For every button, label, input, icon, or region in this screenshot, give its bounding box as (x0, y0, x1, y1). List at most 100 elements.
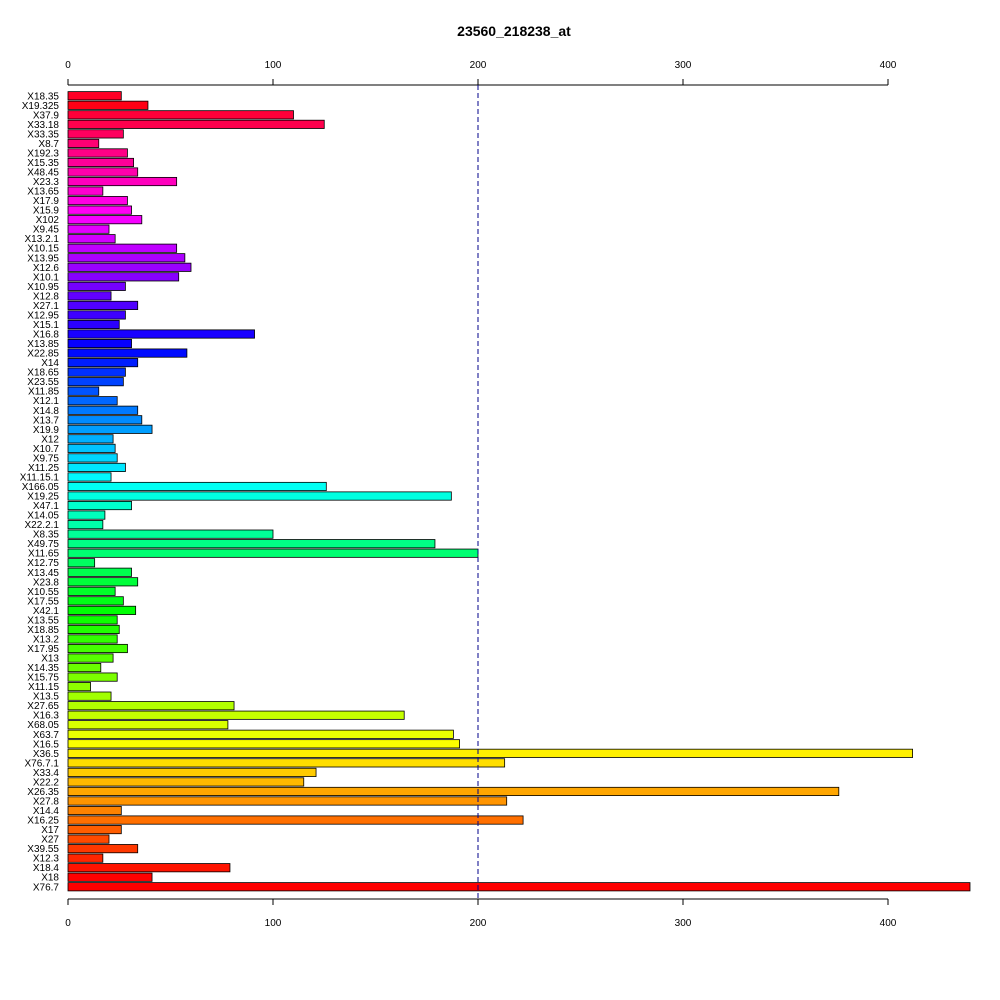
bar (67, 91, 122, 101)
category-label: X76.7 (33, 882, 60, 893)
top-axis-tick-label: 100 (265, 60, 282, 71)
category-label: X18.4 (33, 863, 60, 874)
category-label: X14.4 (33, 806, 60, 817)
bar (67, 529, 274, 539)
bar (67, 434, 114, 444)
bar (67, 701, 235, 711)
category-label: X15.1 (33, 320, 60, 331)
bar (67, 567, 132, 577)
bar (67, 577, 139, 587)
bar (67, 634, 118, 644)
bar (67, 377, 124, 387)
bar (67, 491, 452, 501)
bar (67, 405, 139, 415)
bar (67, 539, 436, 549)
category-label: X19.9 (33, 425, 60, 436)
category-label: X14.35 (27, 663, 59, 674)
category-label: X12.95 (27, 310, 59, 321)
category-label: X16.8 (33, 330, 60, 341)
bar (67, 281, 126, 291)
category-label: X10.1 (33, 272, 60, 283)
category-label: X42.1 (33, 606, 60, 617)
category-label: X17 (41, 825, 59, 836)
category-label: X37.9 (33, 110, 60, 121)
bar (67, 834, 110, 844)
bar (67, 110, 294, 120)
bar (67, 739, 460, 749)
category-label: X9.45 (33, 225, 60, 236)
category-label: X39.55 (27, 844, 59, 855)
category-label: X17.95 (27, 644, 59, 655)
bar (67, 729, 454, 739)
bar (67, 643, 128, 654)
bar (67, 358, 139, 368)
bar (67, 501, 132, 511)
category-label: X10.55 (27, 587, 59, 598)
category-label: X15.35 (27, 158, 59, 169)
category-label: X12.3 (33, 854, 60, 865)
category-label: X13.95 (27, 253, 59, 264)
bar (67, 672, 118, 682)
category-label: X192.3 (27, 148, 59, 159)
category-label: X23.3 (33, 177, 60, 188)
bar (67, 624, 120, 634)
category-label: X33.18 (27, 120, 59, 131)
bar (67, 605, 137, 615)
category-label: X15.75 (27, 673, 59, 684)
category-label: X18.35 (27, 91, 59, 102)
bar (67, 748, 913, 758)
category-label: X22.2 (33, 777, 60, 788)
bar (67, 224, 110, 234)
category-label: X12.75 (27, 558, 59, 569)
category-label: X13.65 (27, 187, 59, 198)
category-label: X33.4 (33, 768, 60, 779)
category-label: X17.9 (33, 196, 60, 207)
bar (67, 262, 192, 272)
category-label: X10.15 (27, 244, 59, 255)
bar (67, 720, 229, 730)
category-label: X22.85 (27, 349, 59, 360)
top-axis-tick-label: 0 (65, 60, 71, 71)
category-label: X36.5 (33, 749, 60, 760)
top-axis: 0 100 200 300 400 (65, 60, 897, 86)
category-label: X102 (36, 215, 60, 226)
bar (67, 319, 120, 330)
bar (67, 100, 149, 110)
category-label: X16.5 (33, 739, 60, 750)
bottom-axis-tick-label: 400 (880, 918, 897, 929)
top-axis-tick-label: 200 (470, 60, 487, 71)
category-label: X13 (41, 654, 59, 665)
category-label: X68.05 (27, 720, 59, 731)
bar (67, 367, 126, 377)
bar (67, 157, 134, 168)
bar (67, 453, 118, 463)
bar (67, 653, 114, 663)
category-label: X11.15 (28, 682, 59, 693)
bar (67, 786, 840, 797)
category-label: X16.25 (27, 816, 59, 827)
bar (67, 338, 132, 349)
bar (67, 682, 91, 692)
category-label: X12 (41, 434, 59, 445)
category-label: X33.35 (27, 129, 59, 140)
bar (67, 844, 139, 854)
bar (67, 215, 143, 225)
bar (67, 596, 124, 606)
category-label: X27 (41, 835, 59, 846)
category-label: X13.85 (27, 339, 59, 350)
bar (67, 186, 104, 196)
category-label: X11.15.1 (20, 472, 60, 483)
category-label: X27.1 (33, 301, 60, 312)
category-label: X26.35 (27, 787, 59, 798)
chart-title: 23560_218238_at (457, 23, 571, 39)
category-label: X19.25 (27, 492, 59, 503)
bar (67, 663, 102, 673)
category-label: X16.3 (33, 711, 60, 722)
category-label: X11.25 (28, 463, 59, 474)
top-axis-tick-label: 300 (675, 60, 692, 71)
category-label: X27.8 (33, 796, 60, 807)
bottom-axis-tick-label: 200 (470, 918, 487, 929)
category-label: X23.55 (27, 377, 59, 388)
bar (67, 872, 153, 882)
